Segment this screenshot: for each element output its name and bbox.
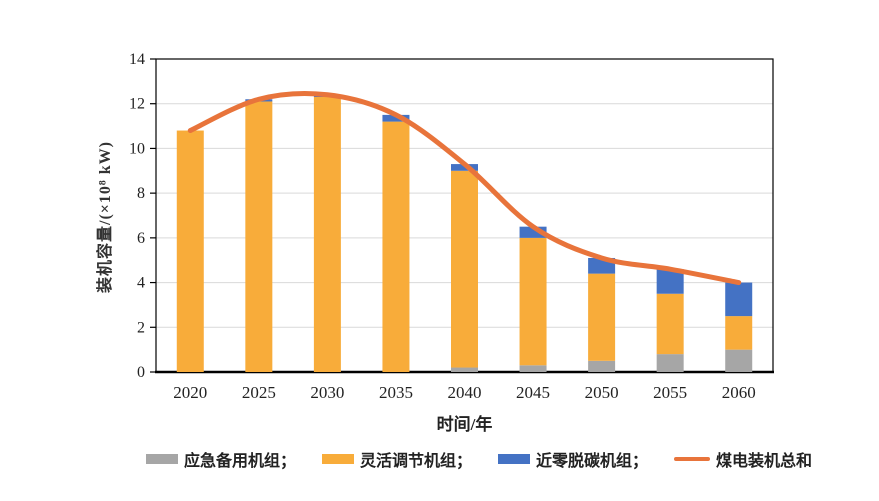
chart-plot-area: 0 2 4 6 8 10 12 14 2020 2025 2030 2035 2040 2045 2050 2… xyxy=(129,51,774,402)
x-axis-title: 时间/年 xyxy=(436,415,493,434)
y-tick-label: 10 xyxy=(129,140,145,157)
bar-segment xyxy=(176,130,204,372)
legend-item-flexible-regulation-units: 灵活调节机组； xyxy=(322,447,472,471)
y-tick-label: 4 xyxy=(137,275,145,292)
bar-segment xyxy=(451,170,478,368)
y-tick-label: 0 xyxy=(137,364,145,381)
orange-line-swatch-icon xyxy=(674,457,711,461)
y-tick-label: 12 xyxy=(129,96,145,113)
bar-segment xyxy=(313,97,341,372)
bar-segment xyxy=(656,293,684,355)
bar-segment xyxy=(725,282,753,317)
x-tick-label: 2040 xyxy=(448,383,482,402)
y-tick-label: 6 xyxy=(137,230,145,247)
gray-bar-swatch-icon xyxy=(146,454,178,464)
bar-segment xyxy=(382,121,410,372)
y-tick-label: 14 xyxy=(129,51,145,68)
x-tick-label: 2035 xyxy=(379,383,413,402)
y-tick-label: 8 xyxy=(137,185,145,202)
bar-segment xyxy=(519,226,547,238)
bar-segment xyxy=(451,367,478,372)
orange-bar-swatch-icon xyxy=(322,454,355,464)
legend-item-emergency-backup-units: 应急备用机组； xyxy=(146,447,296,471)
x-tick-label: 2030 xyxy=(310,383,344,402)
bar-segment xyxy=(656,354,684,372)
x-tick-label: 2020 xyxy=(173,383,207,402)
legend-label: 煤电装机总和 xyxy=(716,453,813,470)
bar-segment xyxy=(725,349,753,372)
bar-segment xyxy=(588,273,616,361)
bar-segment xyxy=(725,316,753,350)
bar-segment xyxy=(245,101,273,372)
blue-bar-swatch-icon xyxy=(498,454,531,464)
bar-segment xyxy=(519,237,547,366)
legend-label: 近零脱碳机组； xyxy=(536,453,649,470)
bar-segment xyxy=(382,114,410,122)
legend-label: 应急备用机组； xyxy=(184,453,297,470)
legend-item-total-coal-capacity: 煤电装机总和 xyxy=(674,447,812,471)
x-tick-label: 2060 xyxy=(722,383,756,402)
legend-label: 灵活调节机组； xyxy=(360,453,473,470)
total-capacity-line xyxy=(187,90,742,286)
chart-legend: 应急备用机组； 灵活调节机组； 近零脱碳机组； 煤电装机总和 xyxy=(146,447,812,471)
legend-item-near-zero-decarbon-units: 近零脱碳机组； xyxy=(498,447,648,471)
x-tick-label: 2050 xyxy=(585,383,619,402)
y-tick-label: 2 xyxy=(137,319,145,336)
x-tick-label: 2045 xyxy=(516,383,550,402)
bar-segment xyxy=(519,365,547,372)
bar-segment xyxy=(451,164,478,171)
x-tick-label: 2025 xyxy=(242,383,276,402)
bar-segment xyxy=(588,360,616,372)
x-tick-label: 2055 xyxy=(653,383,687,402)
y-axis-title: 装机容量/(×10⁸ kW) xyxy=(97,141,114,293)
